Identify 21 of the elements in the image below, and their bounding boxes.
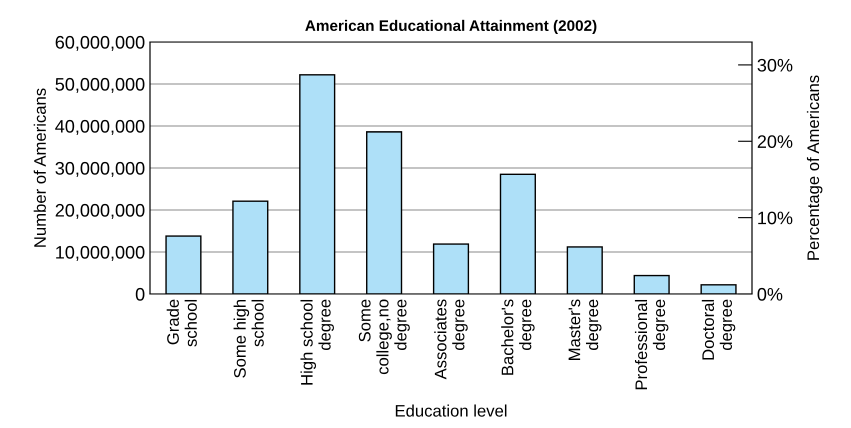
y2-tick-label: 0% <box>758 288 782 301</box>
x-tick-label: Grade school <box>166 300 197 347</box>
y-tick-label: 20,000,000 <box>56 204 144 219</box>
y-axis-title: Number of Americans <box>34 88 46 247</box>
y-tick-label: 0 <box>136 288 144 301</box>
y2-axis-title: Percentage of Americans <box>806 75 822 260</box>
y-tick-label: 50,000,000 <box>56 78 144 93</box>
y-tick-label: 30,000,000 <box>55 162 144 177</box>
y-tick-label: 60,000,000 <box>56 36 144 51</box>
x-tick-label: High school degree <box>300 300 334 385</box>
x-tick-label: Bachelor's degree <box>501 299 535 375</box>
y2-tick-label: 20% <box>758 135 792 148</box>
x-tick-label: Master's degree <box>568 299 602 360</box>
y-tick-label: 10,000,000 <box>56 246 144 261</box>
y-tick-label: 40,000,000 <box>55 120 144 135</box>
x-tick-label: Some high school <box>234 300 264 378</box>
x-axis-title: Education level <box>396 404 506 417</box>
y2-tick-label: 10% <box>758 212 792 224</box>
x-tick-label: Associates degree <box>434 299 468 380</box>
chart-title: American Educational Attainment (2002) <box>305 20 596 34</box>
y2-tick-label: 30% <box>758 58 792 72</box>
